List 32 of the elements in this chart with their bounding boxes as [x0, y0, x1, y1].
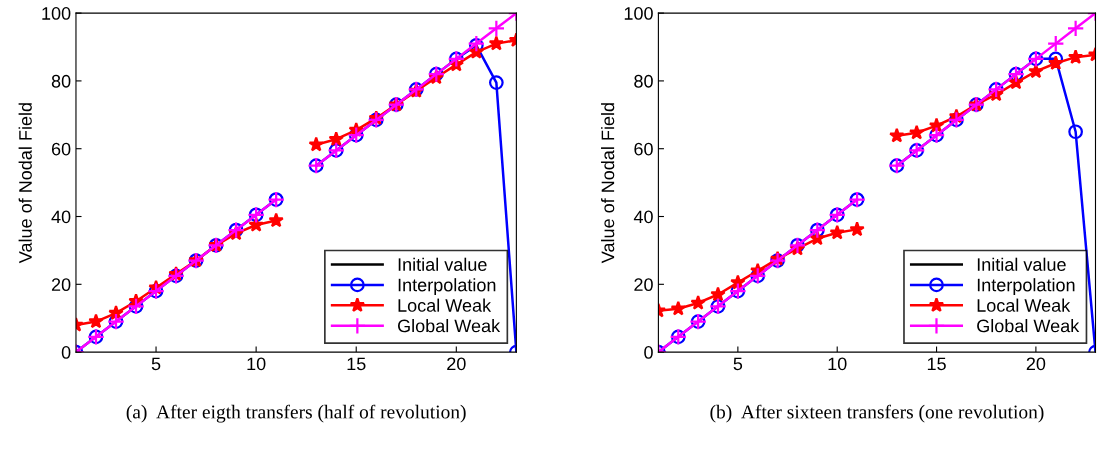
- x-tick-label: 5: [151, 357, 161, 371]
- text: (a) After eigth transfers (half of revolution): [126, 404, 466, 423]
- y-tick-label: 60: [51, 142, 71, 156]
- y-tick-label: 80: [634, 74, 653, 88]
- y-tick-label: 40: [633, 210, 653, 224]
- y-tick-label: 20: [634, 278, 653, 292]
- y-tick-label: 0: [61, 346, 71, 359]
- legend-label: Global Weak: [397, 319, 501, 333]
- y-tick-label: 20: [51, 278, 71, 292]
- x-tick-label: 10: [247, 357, 266, 371]
- y-tick-label: 100: [624, 7, 653, 20]
- x-tick-label: 15: [347, 357, 366, 371]
- y-tick-label: 100: [42, 7, 71, 20]
- legend-label: Global Weak: [977, 319, 1080, 333]
- x-tick-label: 10: [828, 357, 847, 371]
- y-tick-label: 40: [51, 210, 71, 224]
- legend-label: Local Weak: [977, 298, 1071, 312]
- text: (b) After sixteen transfers (one revolution): [710, 404, 1044, 423]
- x-tick-label: 5: [733, 357, 743, 371]
- legend-label: Initial value: [977, 257, 1066, 271]
- y-axis-title: Value of Nodal Field: [601, 103, 615, 264]
- legend-label: Interpolation: [977, 278, 1075, 295]
- legend-label: Local Weak: [398, 298, 492, 312]
- y-axis-title: Value of Nodal Field: [18, 103, 32, 264]
- x-tick-label: 15: [927, 357, 946, 371]
- legend-label: Interpolation: [398, 278, 496, 295]
- y-tick-label: 60: [634, 142, 653, 156]
- x-tick-label: 20: [447, 357, 466, 371]
- x-tick-label: 20: [1026, 357, 1046, 371]
- y-tick-label: 0: [644, 346, 653, 359]
- y-tick-label: 80: [51, 74, 71, 88]
- legend-label: Initial value: [398, 257, 487, 271]
